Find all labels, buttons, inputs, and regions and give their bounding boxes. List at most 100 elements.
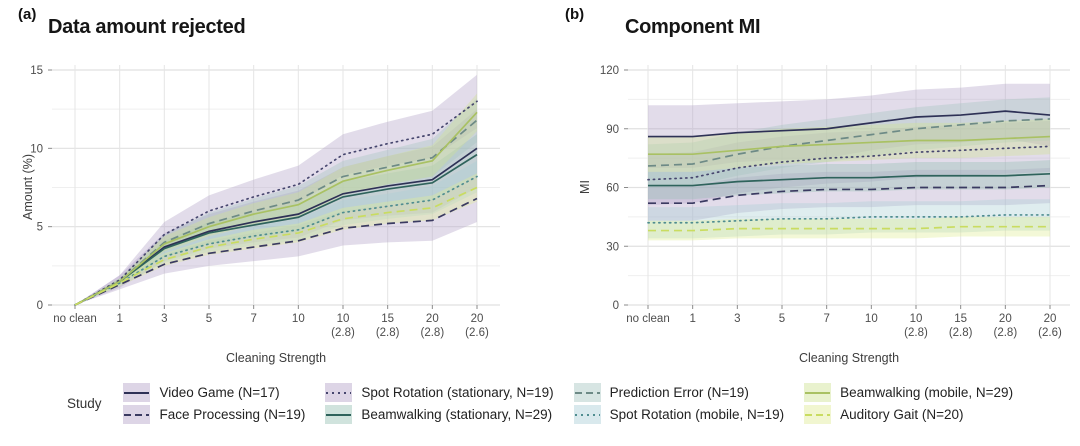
confidence-band-2 — [648, 120, 1050, 206]
legend-column-1: Video Game (N=17) Face Processing (N=19) — [123, 383, 305, 424]
series-line-3 — [648, 172, 1051, 187]
svg-text:10: 10 — [910, 313, 923, 325]
panel-a-x-axis-label: Cleaning Strength — [225, 351, 327, 365]
svg-text:0: 0 — [37, 300, 43, 312]
svg-text:(2.8): (2.8) — [331, 327, 355, 339]
legend-item: Beamwalking (stationary, N=29) — [325, 405, 553, 424]
panel-a-plot: 0 5 10 15 no clean 1 3 5 7 10 10 (2.8) 15 (2.8) 20 (2.8… — [30, 65, 500, 339]
gridlines — [628, 65, 1070, 306]
legend-item: Video Game (N=17) — [123, 383, 305, 402]
svg-text:7: 7 — [250, 313, 256, 325]
series-line-3 — [74, 153, 478, 306]
svg-text:10: 10 — [865, 313, 878, 325]
svg-text:(2.8): (2.8) — [904, 327, 928, 339]
confidence-band-7 — [75, 173, 477, 305]
legend-item-label: Video Game (N=17) — [159, 385, 280, 400]
confidence-band-3 — [75, 134, 477, 305]
panel-b-plot: 0 30 60 90 120 no clean 1 3 5 7 10 10 (2.8) 15 (2.8) 20… — [600, 65, 1070, 339]
legend-key-swatch — [325, 405, 353, 424]
panel-a-y-axis-label: Amount (%) — [21, 154, 35, 220]
svg-text:20: 20 — [426, 313, 439, 325]
svg-text:(2.8): (2.8) — [421, 327, 445, 339]
series-line-4 — [647, 118, 1051, 167]
svg-text:10: 10 — [337, 313, 350, 325]
confidence-band-3 — [648, 160, 1050, 200]
series-line-7 — [74, 186, 478, 306]
axis-tick-labels: 0 30 60 90 120 no clean 1 3 5 7 10 10 (2.8) 15 (2.8) 20… — [600, 65, 1062, 339]
study-legend: Study Video Game (N=17) Face Processing (… — [0, 383, 1080, 424]
legend-item-label: Spot Rotation (mobile, N=19) — [609, 407, 785, 422]
svg-text:5: 5 — [37, 222, 43, 234]
panel-a-title: Data amount rejected — [48, 16, 246, 38]
legend-column-3: Prediction Error (N=19) Spot Rotation (mo… — [573, 383, 785, 424]
confidence-band-2 — [75, 74, 477, 305]
confidence-band-6 — [75, 93, 477, 305]
svg-text:10: 10 — [292, 313, 305, 325]
legend-key-swatch — [573, 383, 601, 402]
svg-text:15: 15 — [954, 313, 967, 325]
legend-item-label: Prediction Error (N=19) — [609, 385, 749, 400]
svg-text:no clean: no clean — [53, 313, 96, 325]
confidence-band-4 — [648, 97, 1050, 188]
svg-text:5: 5 — [779, 313, 785, 325]
confidence-band-4 — [75, 98, 477, 305]
svg-text:0: 0 — [613, 300, 619, 312]
legend-item: Auditory Gait (N=20) — [804, 405, 1013, 424]
legend-key-swatch — [325, 383, 353, 402]
gridlines — [52, 65, 500, 306]
legend-item-label: Auditory Gait (N=20) — [840, 407, 964, 422]
svg-text:3: 3 — [161, 313, 167, 325]
panel-b: 0 30 60 90 120 no clean 1 3 5 7 10 10 (2.8) 15 (2.8) 20… — [545, 0, 1080, 378]
panel-b-x-axis-label: Cleaning Strength — [798, 351, 900, 365]
svg-text:(2.6): (2.6) — [465, 327, 489, 339]
svg-text:5: 5 — [206, 313, 212, 325]
svg-text:20: 20 — [1044, 313, 1057, 325]
series-line-1 — [74, 197, 478, 306]
svg-text:15: 15 — [30, 65, 43, 77]
series-line-6 — [74, 111, 478, 306]
svg-text:(2.6): (2.6) — [1038, 327, 1062, 339]
svg-text:no clean: no clean — [626, 313, 669, 325]
svg-text:15: 15 — [381, 313, 394, 325]
legend-item: Face Processing (N=19) — [123, 405, 305, 424]
legend-column-2: Spot Rotation (stationary, N=19) Beamwalk… — [325, 383, 554, 424]
legend-item: Spot Rotation (stationary, N=19) — [325, 383, 554, 402]
confidence-band-5 — [648, 199, 1050, 239]
legend-item: Prediction Error (N=19) — [573, 383, 784, 402]
series-line-6 — [648, 135, 1051, 156]
legend-key-swatch — [804, 383, 832, 402]
series-line-1 — [648, 184, 1051, 205]
legend-item-label: Face Processing (N=19) — [159, 407, 306, 422]
legend-item: Beamwalking (mobile, N=29) — [804, 383, 1013, 402]
legend-item: Spot Rotation (mobile, N=19) — [573, 405, 785, 424]
legend-title: Study — [66, 396, 102, 411]
legend-item-label: Beamwalking (stationary, N=29) — [361, 407, 553, 422]
legend-key-swatch — [123, 383, 151, 402]
svg-text:20: 20 — [999, 313, 1012, 325]
axis-tick-labels: 0 5 10 15 no clean 1 3 5 7 10 10 (2.8) 15 (2.8) 20 (2.8… — [30, 65, 489, 339]
svg-text:(2.8): (2.8) — [949, 327, 973, 339]
svg-text:(2.8): (2.8) — [376, 327, 400, 339]
svg-text:10: 10 — [30, 143, 43, 155]
svg-text:30: 30 — [606, 241, 619, 253]
svg-text:1: 1 — [689, 313, 695, 325]
svg-text:(2.8): (2.8) — [994, 327, 1018, 339]
series-line-5 — [74, 175, 478, 306]
panel-b-tag: (b) — [565, 6, 585, 23]
legend-item-label: Beamwalking (mobile, N=29) — [840, 385, 1014, 400]
panel-a: 0 5 10 15 no clean 1 3 5 7 10 10 (2.8) 15 (2.8) 20 (2.8… — [0, 0, 540, 378]
svg-text:3: 3 — [734, 313, 740, 325]
legend-column-4: Beamwalking (mobile, N=29) Auditory Gait … — [804, 383, 1013, 424]
svg-text:1: 1 — [116, 313, 122, 325]
svg-text:7: 7 — [823, 313, 829, 325]
panel-b-y-axis-label: MI — [578, 180, 592, 194]
panel-b-title: Component MI — [625, 16, 761, 38]
legend-key-swatch — [804, 405, 832, 424]
legend-key-swatch — [123, 405, 151, 424]
panel-a-tag: (a) — [18, 6, 37, 23]
legend-item-label: Spot Rotation (stationary, N=19) — [361, 385, 554, 400]
svg-text:120: 120 — [600, 65, 619, 77]
svg-text:90: 90 — [606, 124, 619, 136]
series-line-7 — [648, 225, 1050, 232]
